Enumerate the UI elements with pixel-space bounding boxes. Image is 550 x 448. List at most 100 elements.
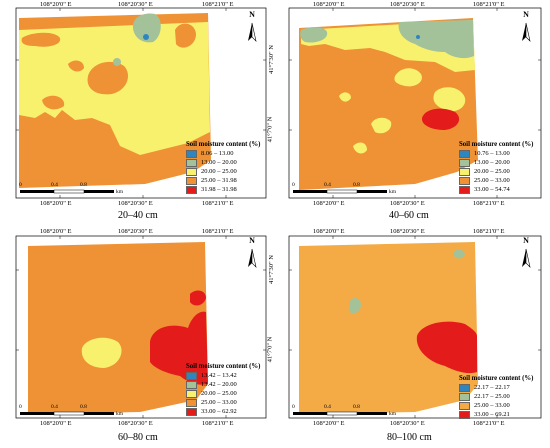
scale-bar <box>20 189 114 194</box>
scale-mid: 0.4 <box>324 404 331 410</box>
map-40-60 <box>288 7 542 199</box>
legend-item: 20.00 – 25.00 <box>186 167 260 176</box>
zone-13-20 <box>132 13 161 43</box>
legend-swatch <box>459 176 470 185</box>
map-panel-80-100: N 108°20'0" E 108°20'30" E 108°21'0" E 1… <box>266 224 550 448</box>
north-arrow-icon <box>248 22 257 42</box>
zone-13-20 <box>398 20 474 59</box>
scale-unit: km <box>116 189 124 195</box>
scale-zero: 0 <box>292 182 295 188</box>
north-label: N <box>249 10 255 19</box>
zone-22-25 <box>349 298 361 314</box>
scale-mid: 0.4 <box>51 182 58 188</box>
x-coord: 108°20'0" E <box>40 420 72 427</box>
scale-zero: 0 <box>292 404 295 410</box>
legend-title: Soil moisture content (%) <box>186 141 261 148</box>
map-80-100 <box>288 235 542 419</box>
legend-swatch <box>459 185 470 194</box>
zone-13-20 <box>113 58 121 66</box>
scale-end: 0.8 <box>80 182 87 188</box>
map-panel-20-40: N 108°20'0" E 108°20'30" E 108°21'0" E 1… <box>0 0 275 224</box>
x-coord: 108°20'0" E <box>40 1 72 8</box>
legend: Soil moisture content (%) 8.06 – 13.00 1… <box>186 140 260 194</box>
zone-20-25 <box>433 87 466 112</box>
north-arrow-icon <box>248 248 257 268</box>
x-coord: 108°21'0" E <box>473 228 505 235</box>
north-arrow-icon <box>522 22 531 42</box>
legend-swatch <box>459 410 470 419</box>
zone-22-25 <box>453 249 465 259</box>
legend-item: 31.98 – 31.98 <box>186 185 260 194</box>
x-coord: 108°21'0" E <box>473 420 505 427</box>
legend-item: 22.17 – 25.00 <box>459 392 533 401</box>
zone-33-54 <box>421 108 460 130</box>
x-coord: 108°20'30" E <box>390 200 425 207</box>
legend-swatch <box>186 371 197 380</box>
legend-swatch <box>186 185 197 194</box>
legend-swatch <box>459 383 470 392</box>
legend-swatch <box>459 392 470 401</box>
legend-item: 13.00 – 20.00 <box>459 158 533 167</box>
legend-item: 20.00 – 25.00 <box>459 167 533 176</box>
x-coord: 108°20'0" E <box>40 200 72 207</box>
scale-zero: 0 <box>19 404 22 410</box>
legend-title: Soil moisture content (%) <box>186 363 261 370</box>
zone-20-25 <box>371 117 392 134</box>
legend: Soil moisture content (%) 13.42 – 13.42 … <box>186 362 260 416</box>
zone-20-25 <box>339 92 351 102</box>
scale-mid: 0.4 <box>324 182 331 188</box>
zone-13-20 <box>300 27 328 43</box>
y-coord: 41°7'0" N <box>266 336 274 363</box>
legend-item: 25.00 – 33.00 <box>186 398 260 407</box>
north-label: N <box>249 236 255 245</box>
legend-item: 25.00 – 33.00 <box>459 401 533 410</box>
legend-item: 20.00 – 25.00 <box>186 389 260 398</box>
panel-caption: 80–100 cm <box>387 432 432 443</box>
legend-swatch <box>186 149 197 158</box>
scale-unit: km <box>389 411 397 417</box>
zone-25-31-island <box>21 32 61 47</box>
x-coord: 108°20'30" E <box>118 1 153 8</box>
north-label: N <box>523 236 529 245</box>
legend-item: 25.00 – 33.00 <box>459 176 533 185</box>
legend-swatch <box>459 167 470 176</box>
scale-end: 0.8 <box>80 404 87 410</box>
y-coord: 41°7'30" N <box>0 255 2 284</box>
legend-title: Soil moisture content (%) <box>459 375 534 382</box>
x-coord: 108°20'30" E <box>390 1 425 8</box>
legend-item: 8.06 – 13.00 <box>186 149 260 158</box>
legend-swatch <box>186 389 197 398</box>
north-label: N <box>523 10 529 19</box>
legend-item: 13.00 – 20.00 <box>186 158 260 167</box>
x-coord: 108°20'30" E <box>118 420 153 427</box>
panel-caption: 40–60 cm <box>389 210 429 221</box>
y-coord: 41°7'0" N <box>266 116 274 143</box>
zone-33-62 <box>150 311 208 385</box>
map-20-40 <box>15 7 267 199</box>
x-coord: 108°20'0" E <box>313 200 345 207</box>
y-coord: 41°7'30" N <box>268 255 275 284</box>
scale-bar <box>293 189 387 194</box>
x-coord: 108°21'0" E <box>202 200 234 207</box>
zone-33-69 <box>416 321 477 374</box>
y-coord: 41°7'30" N <box>0 45 2 74</box>
legend-item: 22.17 – 22.17 <box>459 383 533 392</box>
zone-8-13 <box>143 34 149 40</box>
scale-bar <box>20 411 114 416</box>
legend-swatch <box>186 158 197 167</box>
legend: Soil moisture content (%) 22.17 – 22.17 … <box>459 374 533 419</box>
legend-swatch <box>186 167 197 176</box>
legend-swatch <box>186 398 197 407</box>
zone-33-62 <box>190 290 206 306</box>
legend-item: 13.42 – 20.00 <box>186 380 260 389</box>
x-coord: 108°20'0" E <box>313 1 345 8</box>
zone-25-31-island <box>42 95 65 110</box>
x-coord: 108°21'0" E <box>473 1 505 8</box>
scale-end: 0.8 <box>353 404 360 410</box>
scale-unit: km <box>116 411 124 417</box>
x-coord: 108°21'0" E <box>202 420 234 427</box>
zone-25-31-island <box>68 60 84 72</box>
zone-20-25 <box>81 337 122 368</box>
legend-item: 13.42 – 13.42 <box>186 371 260 380</box>
map-panel-40-60: N 108°20'0" E 108°20'30" E 108°21'0" E 1… <box>266 0 550 224</box>
